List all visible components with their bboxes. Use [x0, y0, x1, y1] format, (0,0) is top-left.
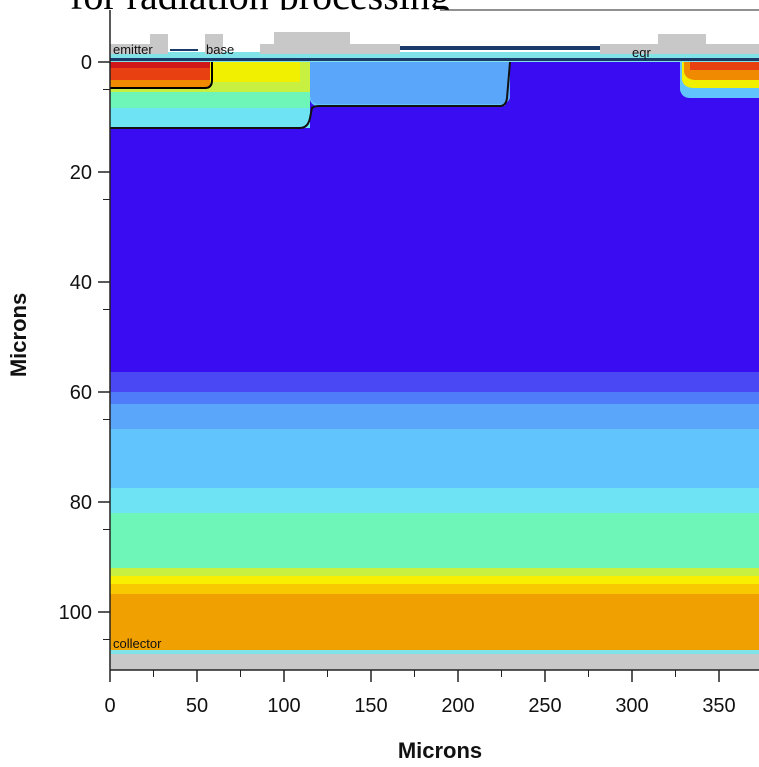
metal-contact-6	[350, 44, 400, 54]
grad-layer-7	[110, 568, 759, 576]
grad-layer-6	[110, 513, 759, 568]
metal-contact-8	[600, 44, 660, 54]
x-tick-label-250: 250	[528, 695, 561, 717]
grad-layer-4	[110, 429, 759, 488]
metal-contact-9	[658, 34, 706, 54]
y-axis-ticks: 0 20 40 60 80 100	[59, 52, 110, 640]
x-axis-ticks: 0 50 100 150 200 250 300 350	[104, 670, 736, 717]
collector-doping-region	[110, 594, 759, 650]
metal-contact-5	[274, 32, 350, 54]
contact-label-eqr: eqr	[632, 45, 651, 60]
base-deep-green	[110, 92, 310, 108]
base-junction-line	[110, 61, 511, 129]
metal-contact-10	[706, 44, 759, 54]
grad-layer-8	[110, 576, 759, 584]
eqr-region-red	[690, 62, 759, 70]
x-tick-label-150: 150	[354, 695, 387, 717]
contact-label-base: base	[206, 42, 234, 57]
collector-metal	[110, 654, 759, 670]
x-axis-title: Microns	[398, 738, 482, 763]
x-tick-label-50: 50	[186, 695, 208, 717]
grad-layer-9	[110, 584, 759, 594]
grad-layer-5	[110, 488, 759, 513]
surface-oxide	[110, 52, 759, 62]
base-deep-cyan	[110, 108, 310, 128]
x-tick-label-300: 300	[615, 695, 648, 717]
y-tick-label-40: 40	[70, 272, 92, 294]
surface-dark-line	[110, 58, 759, 61]
contact-label-emitter: emitter	[113, 42, 153, 57]
metal-contact-3	[205, 34, 223, 54]
y-tick-label-0: 0	[81, 52, 92, 74]
y-tick-label-80: 80	[70, 492, 92, 514]
base-region-midblue	[305, 62, 510, 104]
x-tick-label-350: 350	[702, 695, 735, 717]
grad-layer-2	[110, 392, 759, 404]
y-tick-label-20: 20	[70, 162, 92, 184]
y-tick-label-100: 100	[59, 602, 92, 624]
metal-contact-2	[150, 34, 168, 54]
metal-contact-4	[260, 44, 280, 54]
x-tick-label-100: 100	[267, 695, 300, 717]
emitter-region-top	[110, 62, 210, 68]
grad-layer-3	[110, 404, 759, 429]
collector-oxide-line	[110, 650, 759, 654]
x-tick-label-200: 200	[441, 695, 474, 717]
x-tick-label-0: 0	[104, 695, 115, 717]
metal-contact-1	[110, 44, 150, 54]
y-axis-title: Microns	[6, 293, 31, 377]
grad-layer-1	[110, 372, 759, 392]
metal-contact-7	[400, 46, 600, 50]
emitter-junction-line	[110, 62, 213, 89]
y-tick-label-60: 60	[70, 382, 92, 404]
contact-label-collector: collector	[113, 636, 162, 651]
